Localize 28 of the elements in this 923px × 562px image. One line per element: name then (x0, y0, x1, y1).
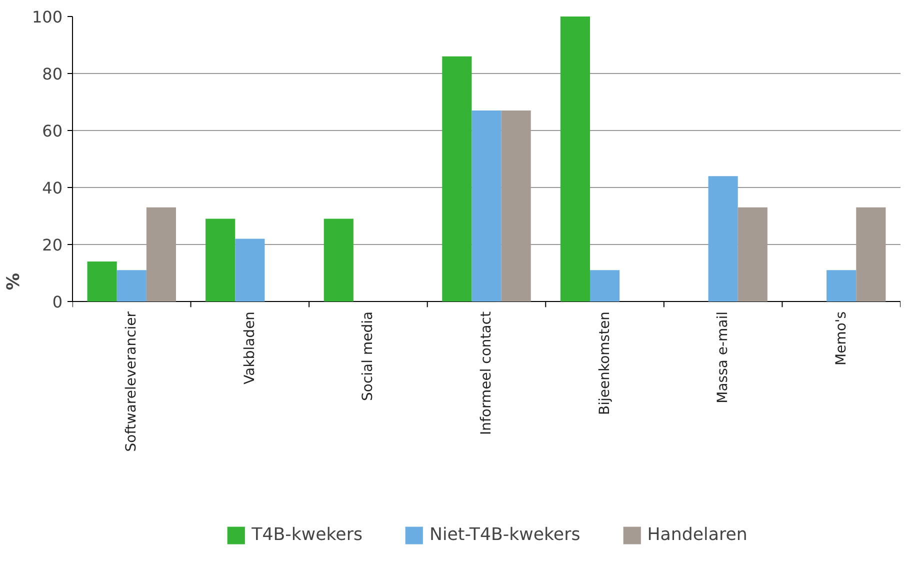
bar (708, 176, 738, 302)
y-tick-label: 100 (32, 8, 63, 26)
legend-label: Handelaren (647, 525, 748, 545)
legend-label: T4B-kwekers (252, 525, 362, 545)
bar (87, 262, 117, 302)
bar (235, 238, 265, 302)
x-tick-label: Informeel contact (478, 310, 494, 436)
y-tick-label: 80 (42, 64, 62, 84)
y-axis-title: % (4, 272, 24, 290)
bar (116, 270, 146, 302)
bar (590, 270, 620, 302)
x-tick-label: Vakbladen (242, 311, 258, 384)
bar (826, 270, 856, 302)
bar (472, 110, 502, 302)
bar (324, 218, 354, 302)
y-tick-label: 60 (42, 121, 62, 140)
bar (206, 218, 236, 302)
legend-label: Niet-T4B-kwekers (429, 525, 580, 545)
y-tick-label: 0 (52, 292, 63, 312)
x-tick-label: Bijeenkomsten (596, 311, 613, 416)
x-tick-label: Softwareleverancier (124, 311, 140, 452)
x-tick-label: Massa e-mail (715, 311, 732, 404)
bar (560, 16, 590, 302)
x-tick-label: Social media (360, 311, 376, 402)
y-tick-label: 20 (42, 235, 62, 254)
y-tick-label: 40 (42, 178, 62, 198)
x-tick-label: Memo's (833, 311, 850, 366)
bar (442, 56, 472, 302)
